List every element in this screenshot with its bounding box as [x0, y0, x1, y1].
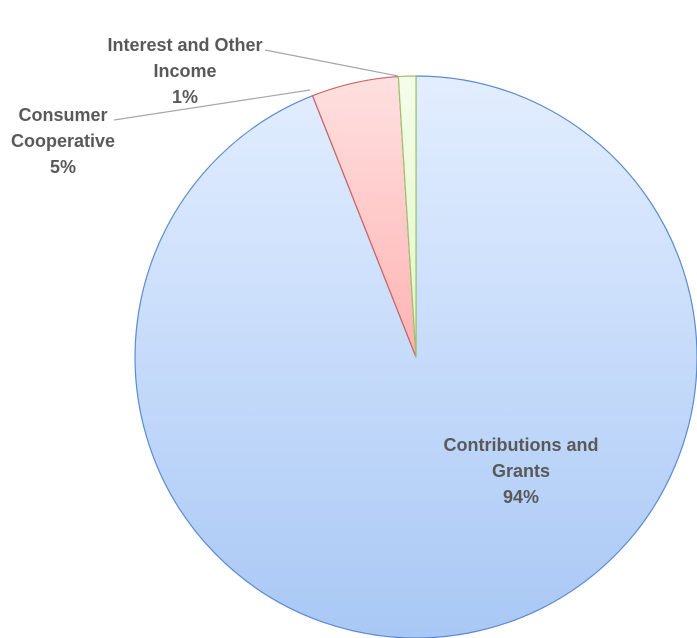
slice-name: Consumer: [18, 105, 107, 125]
pie-slice-interest-and-other-income: [397, 75, 417, 358]
slice-label: Interest and Other Income 1%: [107, 35, 262, 107]
slice-labels: Contributions and Grants 94% Consumer Cooper…: [11, 35, 599, 507]
leader-line: [264, 49, 399, 77]
slice-name: Interest and Other: [107, 35, 262, 55]
slice-percent: 94%: [503, 487, 539, 507]
slice-percent: 5%: [50, 157, 76, 177]
leader-line: [113, 89, 311, 121]
slice-name: Grants: [492, 461, 550, 481]
slice-name: Contributions and: [444, 435, 599, 455]
slice-label: Consumer Cooperative 5%: [11, 105, 115, 177]
slice-label: Contributions and Grants 94%: [444, 435, 599, 507]
slice-percent: 1%: [172, 87, 198, 107]
leader-lines: [113, 49, 399, 121]
slice-name: Cooperative: [11, 131, 115, 151]
slice-name: Income: [153, 61, 216, 81]
pie-slices: [134, 75, 697, 638]
